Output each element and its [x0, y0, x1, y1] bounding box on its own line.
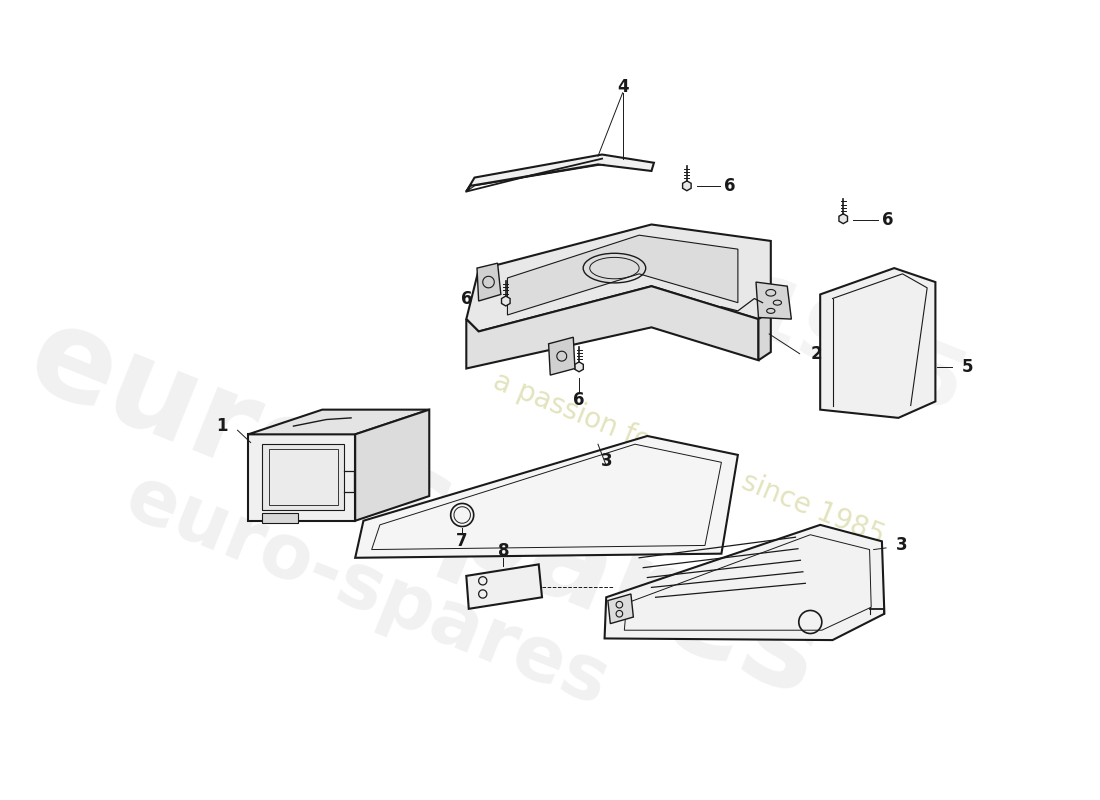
- Text: 6: 6: [461, 290, 472, 307]
- Polygon shape: [605, 525, 884, 640]
- Polygon shape: [262, 444, 344, 510]
- Text: 1: 1: [216, 417, 228, 435]
- Polygon shape: [249, 434, 355, 521]
- Text: a passion for parts since 1985: a passion for parts since 1985: [488, 367, 889, 550]
- Polygon shape: [466, 564, 542, 609]
- Text: 3: 3: [601, 453, 612, 470]
- Polygon shape: [575, 362, 583, 372]
- Text: 6: 6: [882, 211, 893, 230]
- Polygon shape: [355, 436, 738, 558]
- Text: euro-spares: euro-spares: [116, 460, 620, 722]
- Text: 5: 5: [961, 358, 974, 376]
- Polygon shape: [549, 338, 575, 375]
- Polygon shape: [268, 449, 338, 505]
- Text: 6: 6: [724, 177, 736, 194]
- Polygon shape: [262, 513, 298, 523]
- Text: 8: 8: [497, 542, 509, 560]
- Polygon shape: [466, 225, 771, 331]
- Polygon shape: [683, 181, 691, 190]
- Polygon shape: [466, 154, 653, 191]
- Text: 6: 6: [573, 390, 585, 409]
- Polygon shape: [502, 296, 510, 306]
- Polygon shape: [839, 214, 847, 224]
- Polygon shape: [249, 410, 429, 434]
- Text: 2: 2: [811, 345, 822, 362]
- Polygon shape: [756, 282, 791, 319]
- Text: 7: 7: [456, 532, 468, 550]
- Polygon shape: [759, 311, 771, 360]
- Polygon shape: [608, 594, 634, 624]
- Text: 1985: 1985: [730, 271, 976, 433]
- Text: euro-spares: euro-spares: [12, 294, 838, 722]
- Polygon shape: [466, 286, 759, 369]
- Text: 3: 3: [895, 537, 908, 554]
- Polygon shape: [477, 263, 500, 301]
- Polygon shape: [507, 235, 738, 315]
- Polygon shape: [355, 410, 429, 521]
- Text: 4: 4: [617, 78, 628, 96]
- Polygon shape: [821, 268, 935, 418]
